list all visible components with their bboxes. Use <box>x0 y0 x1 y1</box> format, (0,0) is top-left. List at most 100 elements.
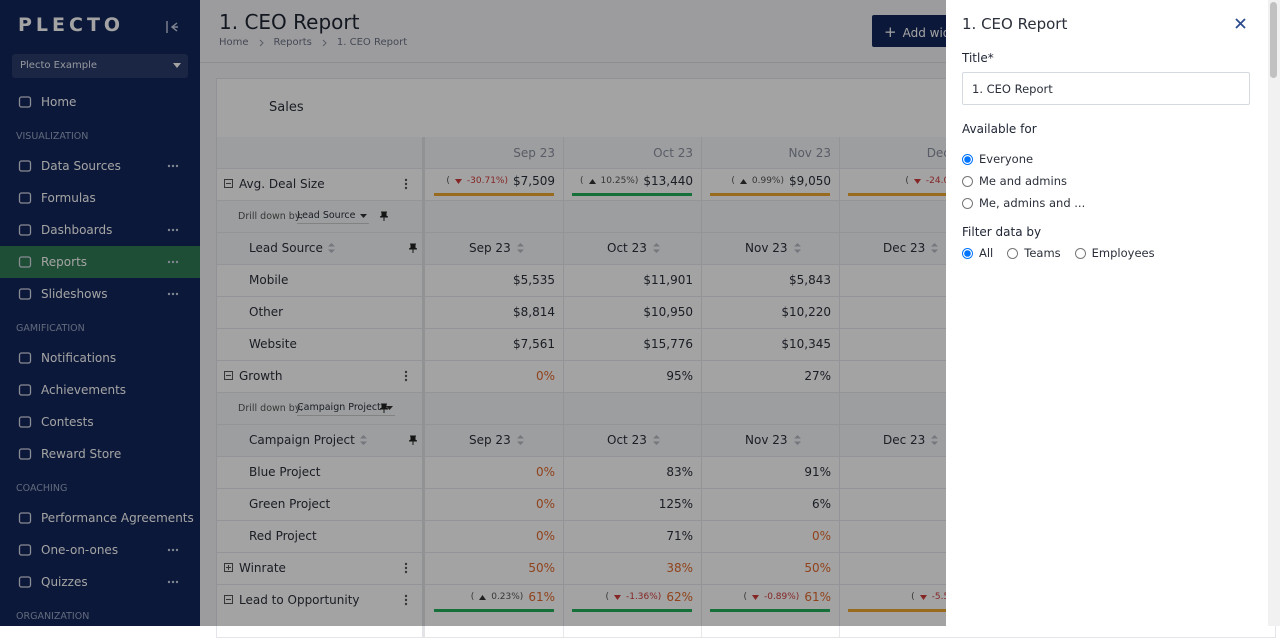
nav-item[interactable]: One-on-ones <box>0 534 200 566</box>
logo[interactable]: PLECTO <box>18 14 125 36</box>
collapse-icon[interactable] <box>165 20 179 34</box>
radio[interactable] <box>962 197 973 209</box>
more-icon <box>167 260 179 264</box>
row-border <box>217 520 1277 521</box>
radio[interactable] <box>1007 247 1019 259</box>
nav-item[interactable]: Reports <box>0 246 200 278</box>
radio-label: Me and admins <box>979 174 1067 188</box>
radio[interactable] <box>962 175 973 187</box>
radio[interactable] <box>1074 247 1086 259</box>
radio-option[interactable]: Employees <box>1074 246 1155 260</box>
toggle-h <box>226 183 231 184</box>
radio-option[interactable]: Me and admins <box>962 170 1085 192</box>
column-header[interactable]: Dec 23 <box>883 232 939 264</box>
nav-item[interactable]: Notifications <box>0 342 200 374</box>
column-divider <box>701 137 702 637</box>
nav-label: Formulas <box>41 191 96 205</box>
nav-label: Slideshows <box>41 287 108 301</box>
more-icon <box>167 292 179 296</box>
scrollbar[interactable] <box>1268 0 1280 626</box>
row-menu <box>404 370 408 382</box>
column-header[interactable]: Sep 23 <box>469 232 524 264</box>
table-cell: 0% <box>425 488 555 520</box>
radio-option[interactable]: All <box>962 246 993 260</box>
nav-item[interactable]: Quizzes <box>0 566 200 598</box>
sort-icon <box>931 435 939 445</box>
table-cell: $10,220 <box>701 296 831 328</box>
nav-item[interactable]: Contests <box>0 406 200 438</box>
column-header: Oct 23 <box>653 145 693 160</box>
radio[interactable] <box>962 153 973 165</box>
table-cell: $5,535 <box>425 264 555 296</box>
expand-toggle[interactable] <box>224 595 233 604</box>
more-icon <box>167 580 179 584</box>
column-header[interactable]: Oct 23 <box>607 232 660 264</box>
trend-arrow <box>479 594 487 600</box>
progress-bar <box>710 609 830 612</box>
change: -30.71%) <box>466 176 508 186</box>
row-label: Winrate <box>239 561 286 575</box>
workspace-select[interactable]: Plecto Example <box>12 54 188 78</box>
radio-option[interactable]: Everyone <box>962 148 1085 170</box>
breadcrumb-item[interactable]: 1. CEO Report <box>336 37 408 48</box>
drill-select[interactable]: Lead Source <box>297 208 370 224</box>
nav-item[interactable]: Slideshows <box>0 278 200 310</box>
nav-item[interactable]: Achievements <box>0 374 200 406</box>
expand-toggle[interactable] <box>224 371 233 380</box>
cell-value: $10,220 <box>781 305 831 319</box>
sort-icon <box>652 243 660 253</box>
column-header[interactable]: Nov 23 <box>745 424 801 456</box>
expand-toggle[interactable] <box>224 179 233 188</box>
change-open: ( <box>905 176 909 186</box>
caret <box>385 406 393 410</box>
nav-item[interactable]: Home <box>0 86 200 118</box>
row-border <box>217 360 1277 361</box>
nav-item[interactable]: Reward Store <box>0 438 200 470</box>
column-header[interactable]: Oct 23 <box>607 424 660 456</box>
sort-icon <box>516 243 524 253</box>
more-icon <box>167 228 179 232</box>
radio-option[interactable]: Teams <box>1007 246 1061 260</box>
close-button[interactable] <box>1235 18 1246 29</box>
field-label: Available for <box>962 122 1037 136</box>
row-menu <box>404 594 408 606</box>
title-input[interactable]: 1. CEO Report <box>962 72 1250 105</box>
sort-icon <box>652 435 660 445</box>
breadcrumb-item[interactable]: Reports <box>273 37 312 48</box>
table-cell: 83% <box>563 456 693 488</box>
cell-value: 62% <box>666 590 693 604</box>
expand-toggle[interactable] <box>224 563 233 572</box>
cell-value: 71% <box>666 529 693 543</box>
progress-bar <box>572 609 692 612</box>
table-cell: 6% <box>701 488 831 520</box>
edit-panel: 1. CEO Report Title* 1. CEO Report Avail… <box>946 0 1280 626</box>
nav-icon <box>18 544 32 556</box>
crumb-sep <box>259 39 264 47</box>
nav-item[interactable]: Dashboards <box>0 214 200 246</box>
nav-label: Quizzes <box>41 575 88 589</box>
nav-item[interactable]: Formulas <box>0 182 200 214</box>
column-header: Nov 23 <box>788 145 831 160</box>
radio-option[interactable]: Me, admins and ... <box>962 192 1085 214</box>
radio-label: All <box>979 246 994 260</box>
row-label: Blue Project <box>249 465 321 479</box>
pin-icon <box>380 403 388 413</box>
column-header[interactable]: Sep 23 <box>469 424 524 456</box>
drill-select[interactable]: Campaign Project <box>297 400 395 416</box>
cell-value: 50% <box>804 561 831 575</box>
radio[interactable] <box>962 247 973 259</box>
nav-item[interactable]: Performance Agreements <box>0 502 200 534</box>
breadcrumb-item[interactable]: Home <box>219 37 249 48</box>
nav-section: ORGANIZATION <box>16 611 90 622</box>
scroll-thumb[interactable] <box>1270 2 1277 78</box>
column-divider <box>422 137 425 637</box>
drill-label: Drill down by: <box>238 210 303 222</box>
overlay[interactable] <box>0 0 946 626</box>
column-header[interactable]: Nov 23 <box>745 232 801 264</box>
nav-item[interactable]: Data Sources <box>0 150 200 182</box>
nav-icon <box>18 192 32 204</box>
drill-label: Drill down by: <box>238 402 303 414</box>
column-header[interactable]: Dec 23 <box>883 424 939 456</box>
table-cell: $5,843 <box>701 264 831 296</box>
nav-icon <box>18 160 32 172</box>
